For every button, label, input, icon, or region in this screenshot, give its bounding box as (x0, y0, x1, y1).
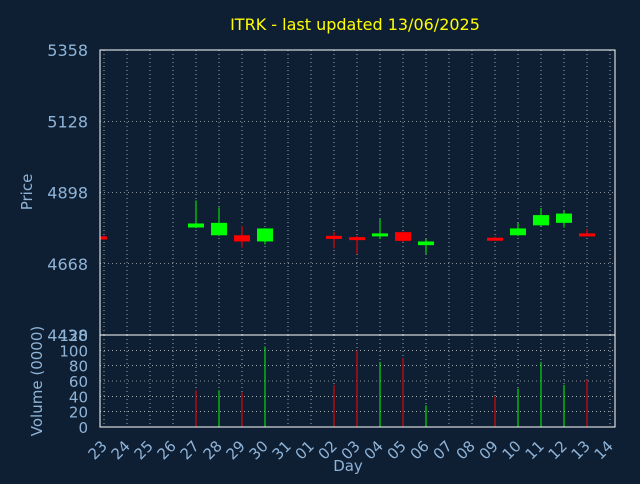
candlestick-series (100, 200, 595, 254)
volume-tick-label: 100 (59, 342, 88, 360)
candle-body (533, 215, 549, 226)
price-plot-frame (99, 49, 616, 336)
price-axis-label: Price (18, 174, 36, 211)
chart-title: ITRK - last updated 13/06/2025 (230, 15, 480, 34)
candle-body (372, 233, 388, 237)
volume-tick-label: 0 (78, 419, 88, 437)
volume-tick-label: 60 (69, 373, 88, 391)
volume-series (195, 346, 588, 427)
candle-body (349, 237, 365, 241)
candle-body (395, 232, 411, 241)
price-tick-label: 4668 (47, 255, 88, 274)
day-tick-label: 14 (591, 437, 617, 463)
candle-body (579, 233, 595, 237)
candle-body (326, 235, 342, 239)
candle-body (487, 237, 503, 241)
volume-tick-label: 120 (59, 327, 88, 345)
candle-body (188, 223, 204, 228)
price-grid (100, 50, 615, 336)
candle-body (257, 228, 273, 242)
volume-tick-label: 40 (69, 388, 88, 406)
price-tick-labels: 5358 5128 4898 4668 4438 (47, 41, 88, 345)
candle-body (234, 235, 250, 242)
candle-body (510, 228, 526, 236)
candle-body (556, 213, 572, 223)
volume-axis-label: Volume (0000) (28, 326, 46, 436)
candle-body (100, 236, 107, 240)
price-tick-label: 4898 (47, 184, 88, 203)
price-tick-label: 4438 (47, 326, 88, 345)
price-tick-label: 5128 (47, 112, 88, 131)
volume-tick-label: 20 (69, 404, 88, 422)
day-axis-label: Day (333, 457, 363, 475)
candle-body (418, 241, 434, 246)
candle-body (211, 222, 227, 236)
volume-tick-label: 80 (69, 358, 88, 376)
price-tick-label: 5358 (47, 41, 88, 60)
volume-plot-frame (99, 334, 616, 428)
